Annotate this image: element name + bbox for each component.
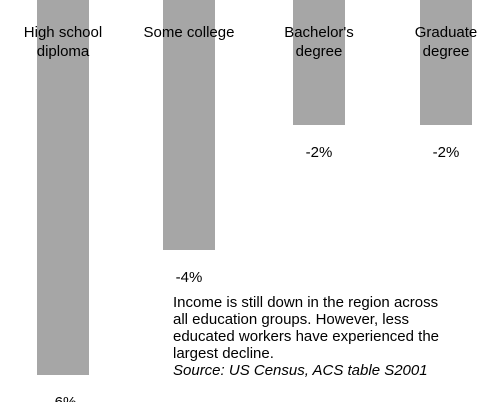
annotation-line-3: educated workers have experienced the <box>173 328 440 345</box>
source-note: Source: US Census, ACS table S2001 <box>173 362 428 379</box>
bar-high-school-diploma <box>37 0 89 375</box>
value-label-graduate-degree: -2% <box>433 144 460 161</box>
annotation-note: Income is still down in the region acros… <box>173 294 490 379</box>
annotation-line-1: Income is still down in the region acros… <box>173 294 439 311</box>
bar-bachelor-s-degree <box>293 0 345 125</box>
category-label-high-school-diploma: High school diploma <box>24 24 102 60</box>
value-label-bachelor-s-degree: -2% <box>306 144 333 161</box>
category-label-bachelor-s-degree: Bachelor's degree <box>284 24 354 60</box>
bar-graduate-degree <box>420 0 472 125</box>
value-label-high-school-diploma: -6% <box>50 394 77 402</box>
category-label-some-college: Some college <box>144 24 235 41</box>
value-label-some-college: -4% <box>176 269 203 286</box>
annotation-line-2: all education groups. However, less <box>173 311 409 328</box>
bar-some-college <box>163 0 215 250</box>
annotation-line-4: largest decline. <box>173 345 274 362</box>
category-label-graduate-degree: Graduate degree <box>415 24 478 60</box>
